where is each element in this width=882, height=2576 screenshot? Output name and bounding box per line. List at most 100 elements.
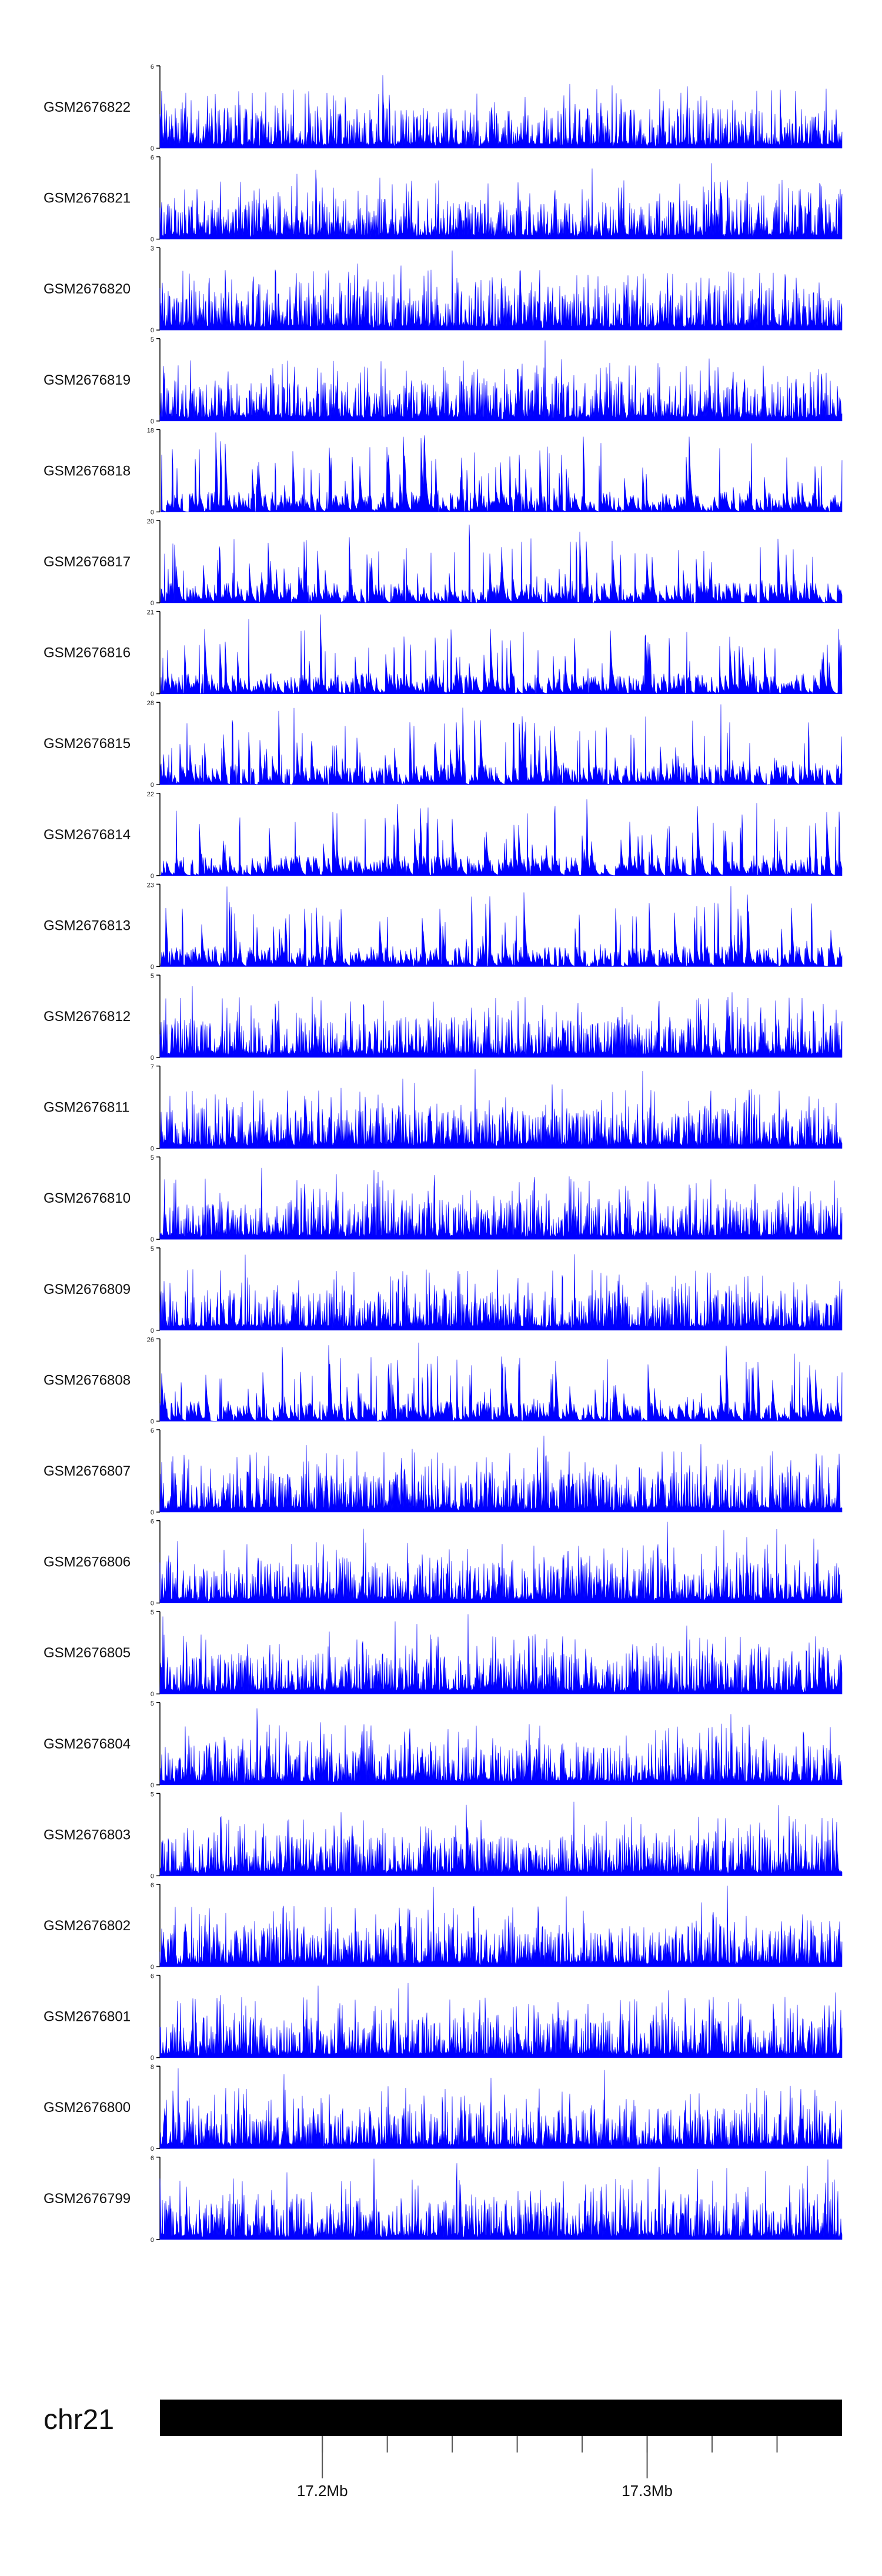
y-min-label: 0 bbox=[151, 1509, 154, 1516]
track-label: GSM2676821 bbox=[44, 191, 131, 206]
y-max-label: 5 bbox=[151, 336, 154, 343]
signal-area bbox=[160, 614, 843, 695]
track-label: GSM2676801 bbox=[44, 2009, 131, 2025]
y-min-label: 0 bbox=[151, 509, 154, 516]
y-max-label: 5 bbox=[151, 973, 154, 980]
track-GSM2676811: GSM2676811 7 0 bbox=[44, 1064, 843, 1153]
y-min-label: 0 bbox=[151, 1964, 154, 1971]
track-label: GSM2676808 bbox=[44, 1372, 131, 1388]
y-max-label: 5 bbox=[151, 1246, 154, 1253]
y-min-label: 0 bbox=[151, 236, 154, 243]
y-max-label: 8 bbox=[151, 2064, 154, 2071]
chromosome-label: chr21 bbox=[44, 2404, 114, 2435]
track-label: GSM2676802 bbox=[44, 1918, 131, 1934]
track-GSM2676812: GSM2676812 5 0 bbox=[44, 973, 843, 1062]
chromosome-ideogram: chr21 17.2Mb 17.3Mb bbox=[44, 2400, 842, 2500]
tracks-layer: GSM267682260GSM267682160GSM267682030GSM2… bbox=[44, 64, 843, 2244]
track-GSM2676808: GSM2676808 26 0 bbox=[44, 1336, 843, 1425]
track-GSM2676807: GSM2676807 6 0 bbox=[44, 1427, 843, 1516]
track-label: GSM2676820 bbox=[44, 281, 131, 297]
y-max-label: 6 bbox=[151, 155, 154, 162]
signal-area bbox=[159, 1069, 843, 1149]
track-label: GSM2676818 bbox=[44, 463, 131, 479]
track-label: GSM2676799 bbox=[44, 2191, 131, 2207]
y-max-label: 18 bbox=[147, 427, 154, 434]
y-max-label: 21 bbox=[147, 609, 154, 616]
signal-area bbox=[160, 432, 843, 512]
track-label: GSM2676800 bbox=[44, 2100, 131, 2115]
track-label: GSM2676804 bbox=[44, 1736, 131, 1752]
track-GSM2676821: GSM2676821 6 0 bbox=[44, 155, 843, 243]
track-label: GSM2676812 bbox=[44, 1009, 131, 1025]
track-GSM2676815: GSM2676815 28 0 bbox=[44, 700, 843, 789]
y-max-label: 28 bbox=[147, 700, 154, 707]
signal-area bbox=[159, 1167, 843, 1240]
signal-area bbox=[159, 986, 843, 1058]
y-max-label: 3 bbox=[151, 245, 154, 252]
signal-area bbox=[159, 1436, 843, 1513]
track-GSM2676810: GSM2676810 5 0 bbox=[44, 1154, 843, 1243]
y-min-label: 0 bbox=[151, 1691, 154, 1698]
track-GSM2676805: GSM2676805 5 0 bbox=[44, 1609, 843, 1698]
track-label: GSM2676814 bbox=[44, 827, 131, 843]
track-label: GSM2676810 bbox=[44, 1190, 131, 1206]
y-max-label: 5 bbox=[151, 1700, 154, 1707]
track-GSM2676816: GSM2676816 21 0 bbox=[44, 609, 843, 698]
y-max-label: 6 bbox=[151, 1882, 154, 1889]
y-max-label: 7 bbox=[151, 1064, 154, 1071]
track-GSM2676820: GSM2676820 3 0 bbox=[44, 245, 843, 334]
y-max-label: 20 bbox=[147, 518, 154, 525]
track-label: GSM2676806 bbox=[44, 1554, 131, 1570]
y-min-label: 0 bbox=[151, 873, 154, 880]
track-label: GSM2676805 bbox=[44, 1645, 131, 1661]
track-label: GSM2676803 bbox=[44, 1827, 131, 1843]
track-label: GSM2676817 bbox=[44, 554, 131, 570]
signal-area bbox=[159, 75, 843, 149]
track-label: GSM2676813 bbox=[44, 917, 131, 933]
y-min-label: 0 bbox=[151, 963, 154, 970]
signal-area bbox=[159, 1521, 843, 1603]
track-label: GSM2676811 bbox=[44, 1100, 129, 1116]
track-GSM2676818: GSM2676818 18 0 bbox=[44, 427, 843, 516]
y-max-label: 6 bbox=[151, 1427, 154, 1434]
y-min-label: 0 bbox=[151, 327, 154, 334]
signal-area bbox=[159, 1614, 843, 1694]
y-min-label: 0 bbox=[151, 418, 154, 425]
y-max-label: 26 bbox=[147, 1336, 154, 1343]
track-GSM2676802: GSM2676802 6 0 bbox=[44, 1882, 843, 1971]
signal-area bbox=[160, 524, 843, 603]
y-min-label: 0 bbox=[151, 2237, 154, 2244]
track-GSM2676813: GSM2676813 23 0 bbox=[44, 882, 843, 970]
track-label: GSM2676822 bbox=[44, 99, 131, 115]
track-label: GSM2676819 bbox=[44, 372, 131, 388]
y-min-label: 0 bbox=[151, 600, 154, 607]
y-max-label: 6 bbox=[151, 1519, 154, 1526]
track-label: GSM2676816 bbox=[44, 645, 131, 661]
track-GSM2676803: GSM2676803 5 0 bbox=[44, 1791, 843, 1880]
y-min-label: 0 bbox=[151, 1600, 154, 1607]
signal-area bbox=[159, 1342, 843, 1422]
signal-area bbox=[159, 1801, 843, 1876]
track-GSM2676801: GSM2676801 6 0 bbox=[44, 1973, 843, 2062]
y-min-label: 0 bbox=[151, 782, 154, 789]
y-max-label: 23 bbox=[147, 882, 154, 889]
signal-area bbox=[159, 1886, 843, 1967]
signal-area bbox=[159, 2068, 843, 2149]
signal-area bbox=[159, 1254, 843, 1331]
y-max-label: 6 bbox=[151, 64, 154, 71]
signal-area bbox=[159, 340, 843, 422]
track-GSM2676819: GSM2676819 5 0 bbox=[44, 336, 843, 425]
track-GSM2676799: GSM2676799 6 0 bbox=[44, 2155, 843, 2244]
y-min-label: 0 bbox=[151, 1055, 154, 1062]
signal-area bbox=[159, 704, 843, 785]
track-GSM2676806: GSM2676806 6 0 bbox=[44, 1519, 843, 1607]
chromosome-bar bbox=[160, 2400, 842, 2436]
track-GSM2676817: GSM2676817 20 0 bbox=[44, 518, 843, 607]
track-GSM2676814: GSM2676814 22 0 bbox=[44, 791, 843, 880]
y-min-label: 0 bbox=[151, 1236, 154, 1243]
track-GSM2676809: GSM2676809 5 0 bbox=[44, 1246, 843, 1334]
track-GSM2676804: GSM2676804 5 0 bbox=[44, 1700, 843, 1789]
signal-area bbox=[159, 2158, 843, 2240]
signal-area bbox=[160, 886, 843, 967]
